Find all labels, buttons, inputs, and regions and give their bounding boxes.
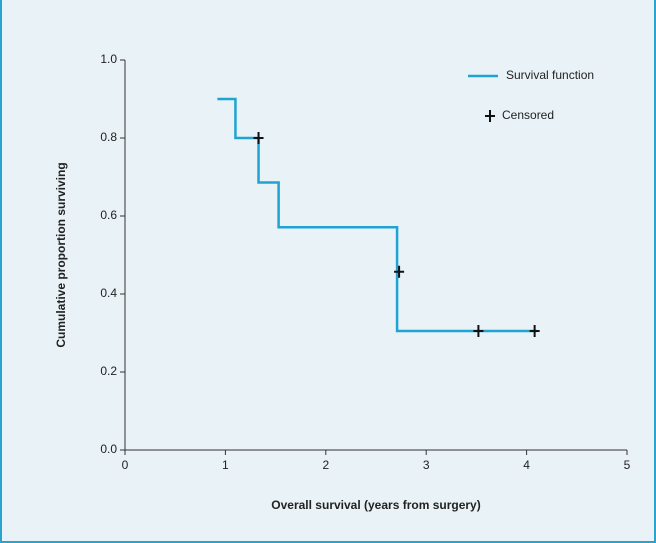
- y-axis-label: Cumulative proportion surviving: [54, 162, 68, 347]
- x-tick-label: 1: [222, 458, 229, 472]
- survival-line: [217, 97, 537, 333]
- censored-mark: [473, 325, 484, 338]
- x-axis-label: Overall survival (years from surgery): [271, 498, 480, 512]
- x-tick-label: 5: [624, 458, 631, 472]
- y-tick-label: 0.2: [100, 364, 117, 378]
- x-tick-label: 3: [423, 458, 430, 472]
- censored-mark: [394, 265, 405, 278]
- legend-label: Censored: [502, 108, 554, 122]
- legend-marker: [485, 110, 495, 122]
- legend-label: Survival function: [506, 68, 594, 82]
- y-tick-label: 0.8: [100, 130, 117, 144]
- x-tick-label: 0: [122, 458, 129, 472]
- y-tick-label: 0.0: [100, 442, 117, 456]
- censored-mark: [253, 132, 264, 144]
- y-tick-label: 0.4: [100, 286, 117, 300]
- x-tick-label: 2: [322, 458, 329, 472]
- censored-mark: [529, 325, 540, 338]
- y-tick-label: 0.6: [100, 208, 117, 222]
- y-tick-label: 1.0: [100, 52, 117, 66]
- x-tick-label: 4: [523, 458, 530, 472]
